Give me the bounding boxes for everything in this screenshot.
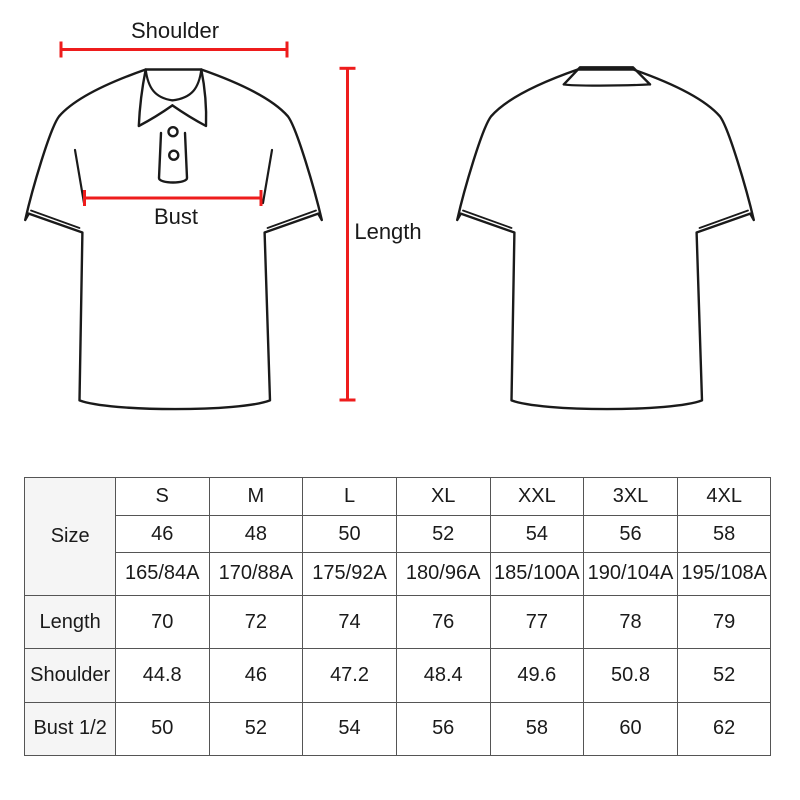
svg-text:Shoulder: Shoulder <box>131 18 219 43</box>
svg-text:Bust: Bust <box>154 204 198 229</box>
svg-text:Length: Length <box>354 219 421 244</box>
